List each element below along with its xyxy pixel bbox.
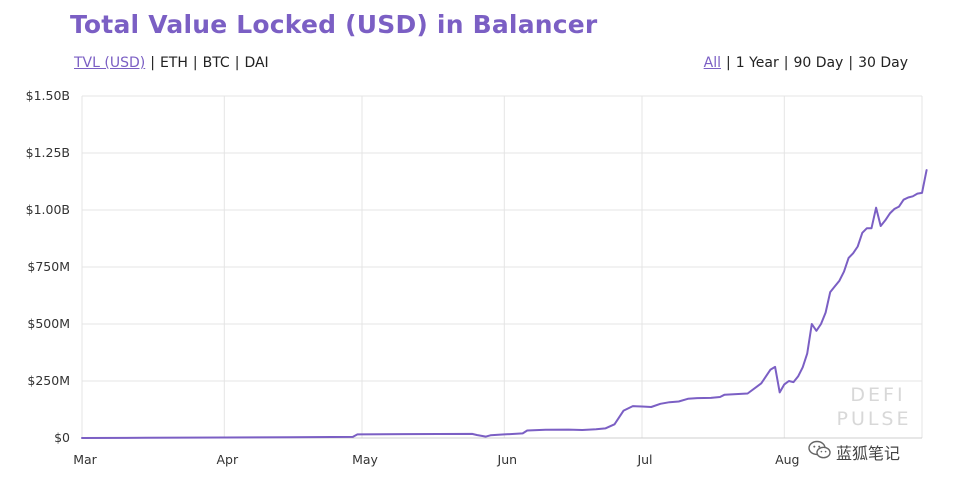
y-axis: $0 $250M $500M $750M $1.00B $1.25B $1.50B [26, 88, 70, 445]
chart-title: Total Value Locked (USD) in Balancer [70, 10, 598, 39]
y-tick-label: $0 [54, 430, 70, 445]
toggle-dai[interactable]: DAI [244, 55, 269, 71]
defi-pulse-watermark: DEFI PULSE [836, 384, 911, 430]
watermark-line1: DEFI [850, 384, 905, 406]
range-all[interactable]: All [703, 55, 721, 71]
range-30-day[interactable]: 30 Day [858, 55, 908, 71]
toggle-separator: | [192, 55, 198, 71]
x-tick-label: Apr [216, 452, 238, 467]
x-axis: Mar Apr May Jun Jul Aug [73, 452, 799, 467]
range-90-day[interactable]: 90 Day [793, 55, 844, 71]
wechat-icon [808, 440, 831, 459]
wechat-watermark-text: 蓝狐笔记 [836, 444, 901, 463]
toggle-separator: | [726, 55, 731, 71]
grid [81, 95, 923, 439]
toggle-separator: | [783, 55, 789, 71]
y-tick-label: $500M [27, 316, 70, 331]
y-tick-label: $750M [27, 259, 70, 274]
x-tick-label: Jun [497, 452, 518, 467]
toggle-tvl-usd[interactable]: TVL (USD) [74, 55, 146, 71]
toggle-btc[interactable]: BTC [202, 55, 230, 71]
y-tick-label: $1.00B [26, 202, 70, 217]
toggle-separator: | [848, 55, 854, 71]
x-tick-label: Jul [636, 452, 652, 467]
y-tick-label: $1.50B [26, 88, 70, 103]
tvl-series-line [81, 169, 928, 439]
x-tick-label: May [352, 452, 378, 467]
watermark-line2: PULSE [836, 408, 911, 430]
x-tick-label: Mar [73, 452, 97, 467]
y-tick-label: $250M [27, 373, 70, 388]
series [81, 169, 928, 439]
toggle-separator: | [150, 55, 155, 71]
y-tick-label: $1.25B [26, 145, 70, 160]
range-toggles: All | 1 Year | 90 Day | 30 Day [704, 55, 908, 71]
range-1-year[interactable]: 1 Year [735, 55, 779, 71]
toggle-eth[interactable]: ETH [159, 55, 188, 71]
metric-toggles: TVL (USD) | ETH | BTC | DAI [74, 55, 269, 71]
x-tick-label: Aug [775, 452, 799, 467]
toggle-separator: | [234, 55, 240, 71]
